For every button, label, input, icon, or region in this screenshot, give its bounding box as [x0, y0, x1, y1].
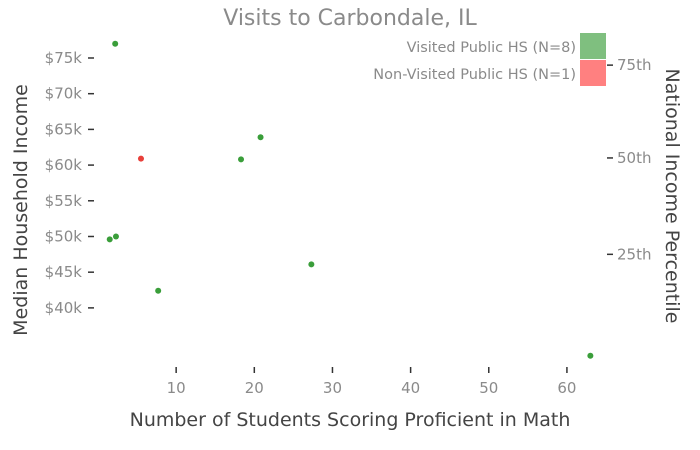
y-tick-label: $50k — [45, 227, 83, 245]
legend-swatch — [580, 60, 606, 86]
y-axis: $40k $45k $50k $55k $60k $65k $70k $75k — [45, 49, 94, 317]
y-tick-label: $55k — [45, 192, 83, 210]
data-point — [106, 236, 113, 243]
y-tick-label: $75k — [45, 49, 83, 67]
data-point — [155, 287, 162, 294]
data-point — [112, 233, 119, 240]
secondary-y-axis: 25th 50th 75th — [607, 56, 651, 263]
chart-title: Visits to Carbondale, IL — [223, 6, 477, 31]
data-point — [587, 352, 594, 359]
data-point — [137, 155, 144, 162]
data-point — [238, 156, 245, 163]
secondary-y-axis-title: National Income Percentile — [661, 69, 683, 324]
x-tick-label: 60 — [557, 379, 576, 397]
x-tick-label: 40 — [401, 379, 420, 397]
y-axis-title: Median Household Income — [10, 84, 32, 336]
y-tick-label: $40k — [45, 299, 83, 317]
data-point — [257, 134, 264, 141]
legend-swatch — [580, 33, 606, 59]
data-point — [308, 261, 315, 268]
x-tick-label: 10 — [167, 379, 186, 397]
x-tick-label: 20 — [245, 379, 264, 397]
y-tick-label: $45k — [45, 263, 83, 281]
legend: Visited Public HS (N=8) Non-Visited Publi… — [373, 33, 606, 86]
y2-tick-label: 50th — [617, 149, 651, 167]
y2-tick-label: 75th — [617, 56, 651, 74]
y-tick-label: $60k — [45, 156, 83, 174]
data-points — [106, 40, 594, 359]
x-axis: 10 20 30 40 50 60 — [167, 367, 576, 397]
data-point — [112, 40, 119, 47]
legend-label: Non-Visited Public HS (N=1) — [373, 67, 576, 83]
y-tick-label: $65k — [45, 120, 83, 138]
y2-tick-label: 25th — [617, 245, 651, 263]
legend-label: Visited Public HS (N=8) — [407, 40, 576, 56]
x-tick-label: 30 — [323, 379, 342, 397]
x-axis-title: Number of Students Scoring Proficient in… — [130, 409, 571, 431]
y-tick-label: $70k — [45, 85, 83, 103]
x-tick-label: 50 — [479, 379, 498, 397]
